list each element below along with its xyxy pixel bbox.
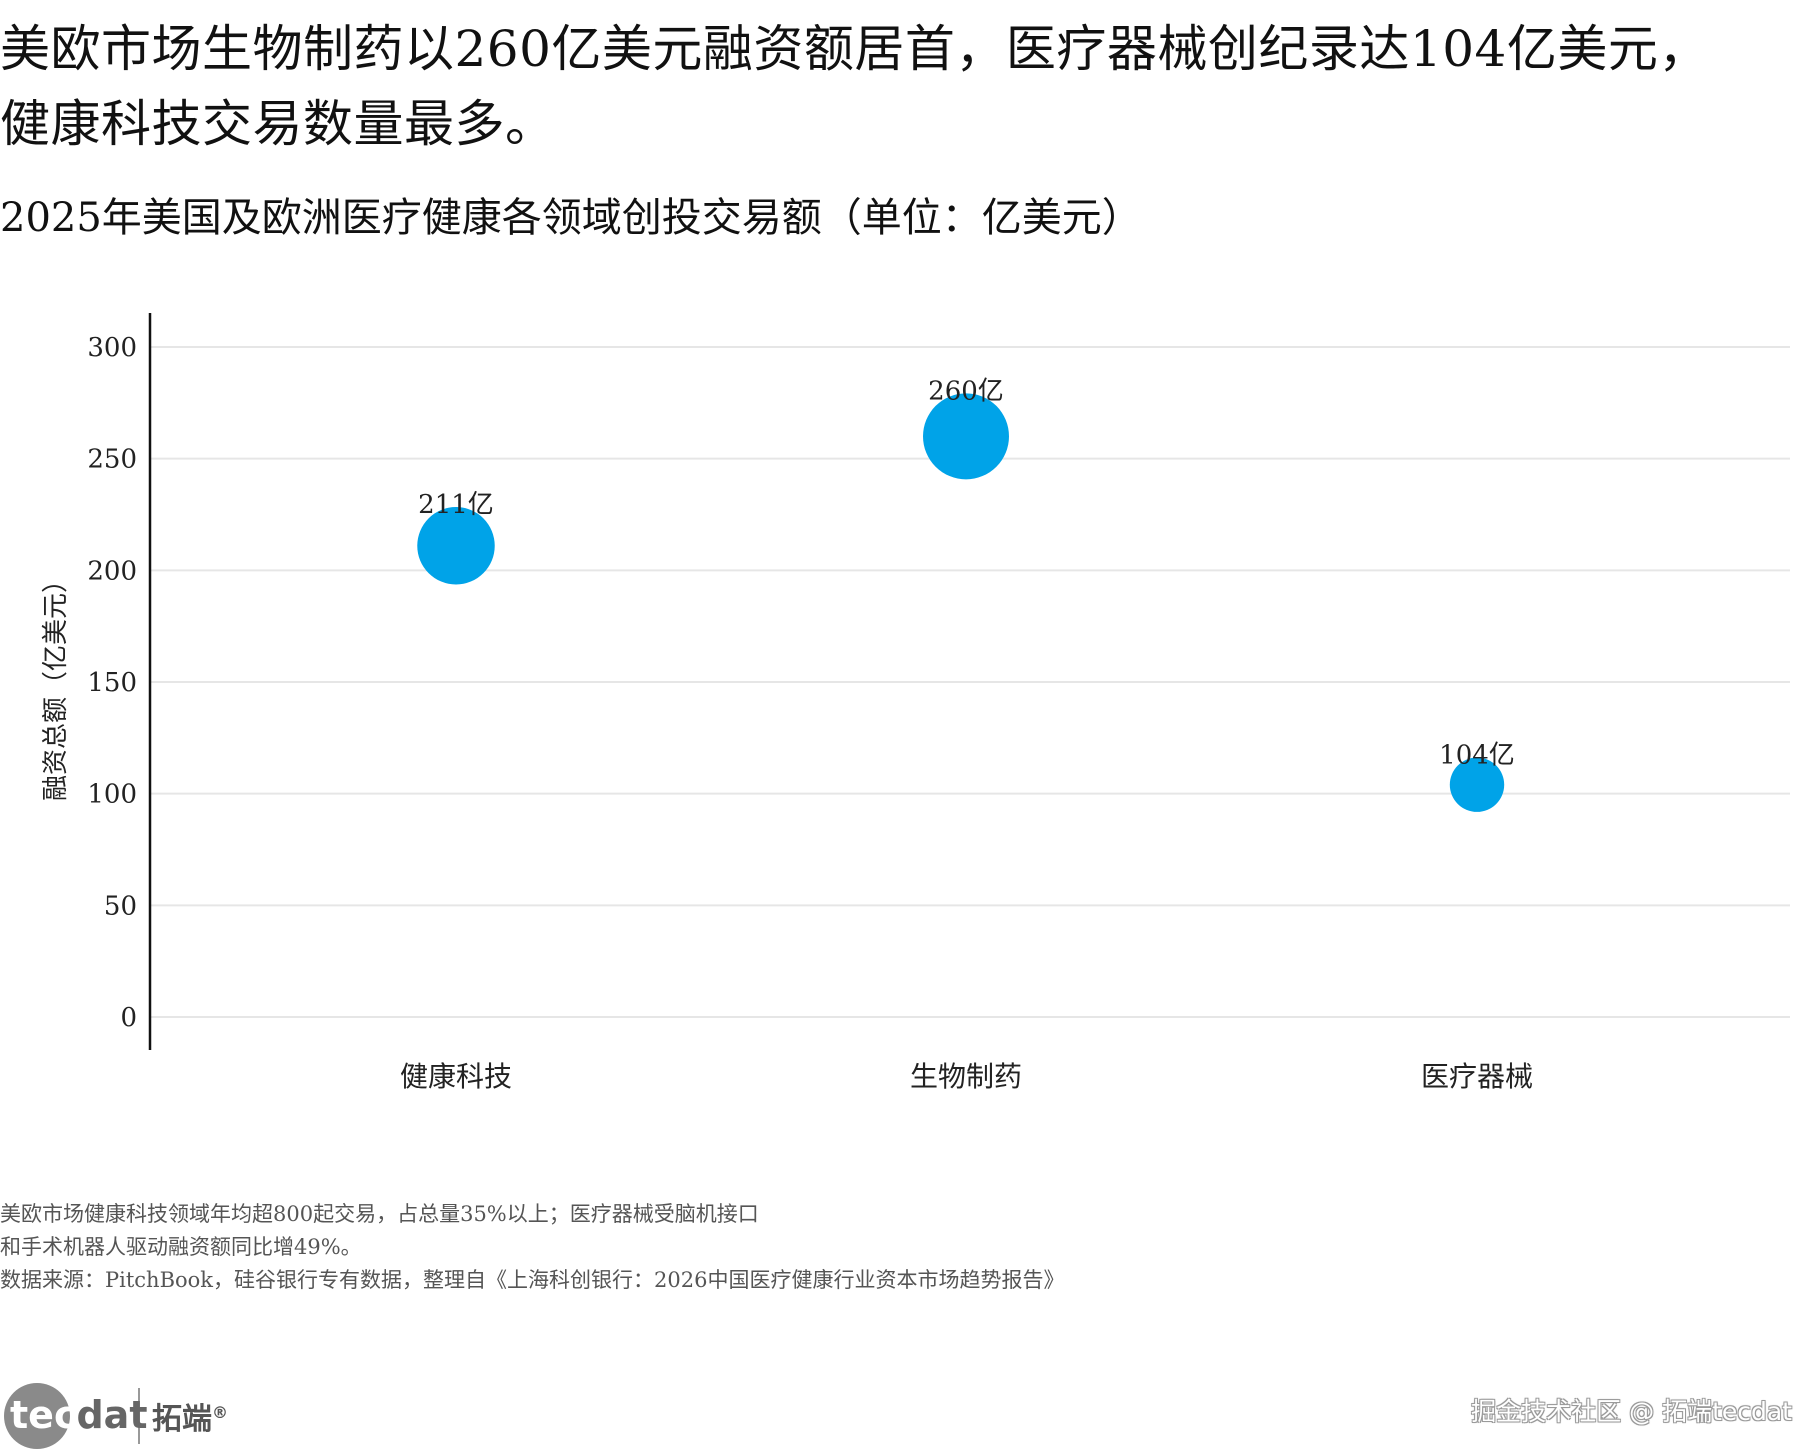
y-tick-labels: 0 50 100 150 200 250 300 (87, 333, 137, 1033)
headline-line-1: 美欧市场生物制药以260亿美元融资额居首，医疗器械创纪录达104亿美元， (0, 20, 1709, 78)
y-tick-label-3: 150 (87, 668, 137, 698)
chart-title: 2025年美国及欧洲医疗健康各领域创投交易额（单位：亿美元） (0, 195, 1142, 241)
bubble-1 (417, 507, 495, 585)
x-category-labels: 健康科技 生物制药 医疗器械 (400, 1060, 1533, 1093)
y-axis-label: 融资总额（亿美元） (41, 567, 71, 801)
headline-line-2: 健康科技交易数量最多。 (0, 95, 556, 153)
y-tick-label-1: 50 (104, 891, 137, 921)
bubble-3 (1449, 757, 1505, 812)
x-category-label-1: 健康科技 (400, 1060, 512, 1093)
data-source: 数据来源：PitchBook，硅谷银行专有数据，整理自《上海科创银行：2026中… (0, 1268, 1065, 1292)
x-category-label-2: 生物制药 (910, 1060, 1022, 1093)
logo-divider (138, 1388, 140, 1444)
y-tick-label-5: 250 (87, 445, 137, 475)
y-tick-label-2: 100 (87, 780, 137, 810)
y-tick-label-6: 300 (87, 333, 137, 363)
note-line-1: 美欧市场健康科技领域年均超800起交易，占总量35%以上；医疗器械受脑机接口 (0, 1202, 759, 1226)
registered-mark: ® (212, 1403, 228, 1422)
logo-chinese-name: 拓端® (152, 1394, 228, 1438)
watermark: 掘金技术社区 @ 拓端tecdat (1471, 1397, 1792, 1426)
x-category-label-3: 医疗器械 (1421, 1060, 1533, 1093)
data-label-1: 211亿 (418, 490, 494, 520)
chart-marks: 211亿 260亿 104亿 (417, 376, 1515, 812)
note-line-2: 和手术机器人驱动融资额同比增49%。 (0, 1235, 362, 1259)
logo-wordmark: tecdat (10, 1393, 147, 1437)
chart-notes: 美欧市场健康科技领域年均超800起交易，占总量35%以上；医疗器械受脑机接口 和… (0, 1198, 1064, 1297)
bubble-2 (923, 393, 1009, 480)
logo-cn-text: 拓端 (152, 1402, 212, 1437)
logo-word-dat: dat (76, 1393, 148, 1437)
data-label-3: 104亿 (1439, 741, 1515, 771)
brand-logo: tecdat 拓端® (4, 1383, 228, 1449)
headline: 美欧市场生物制药以260亿美元融资额居首，医疗器械创纪录达104亿美元， 健康科… (0, 12, 1800, 162)
y-tick-label-4: 200 (87, 556, 137, 586)
data-label-2: 260亿 (928, 376, 1004, 406)
bubble-chart: 0 50 100 150 200 250 300 融资总额（亿美元） 211亿 260亿 104… (41, 313, 1790, 1093)
logo-circle-icon (4, 1383, 70, 1449)
logo-word-tec: tec (10, 1393, 77, 1437)
y-tick-label-0: 0 (120, 1003, 137, 1033)
tecdat-logo-mark: tecdat (4, 1383, 147, 1449)
